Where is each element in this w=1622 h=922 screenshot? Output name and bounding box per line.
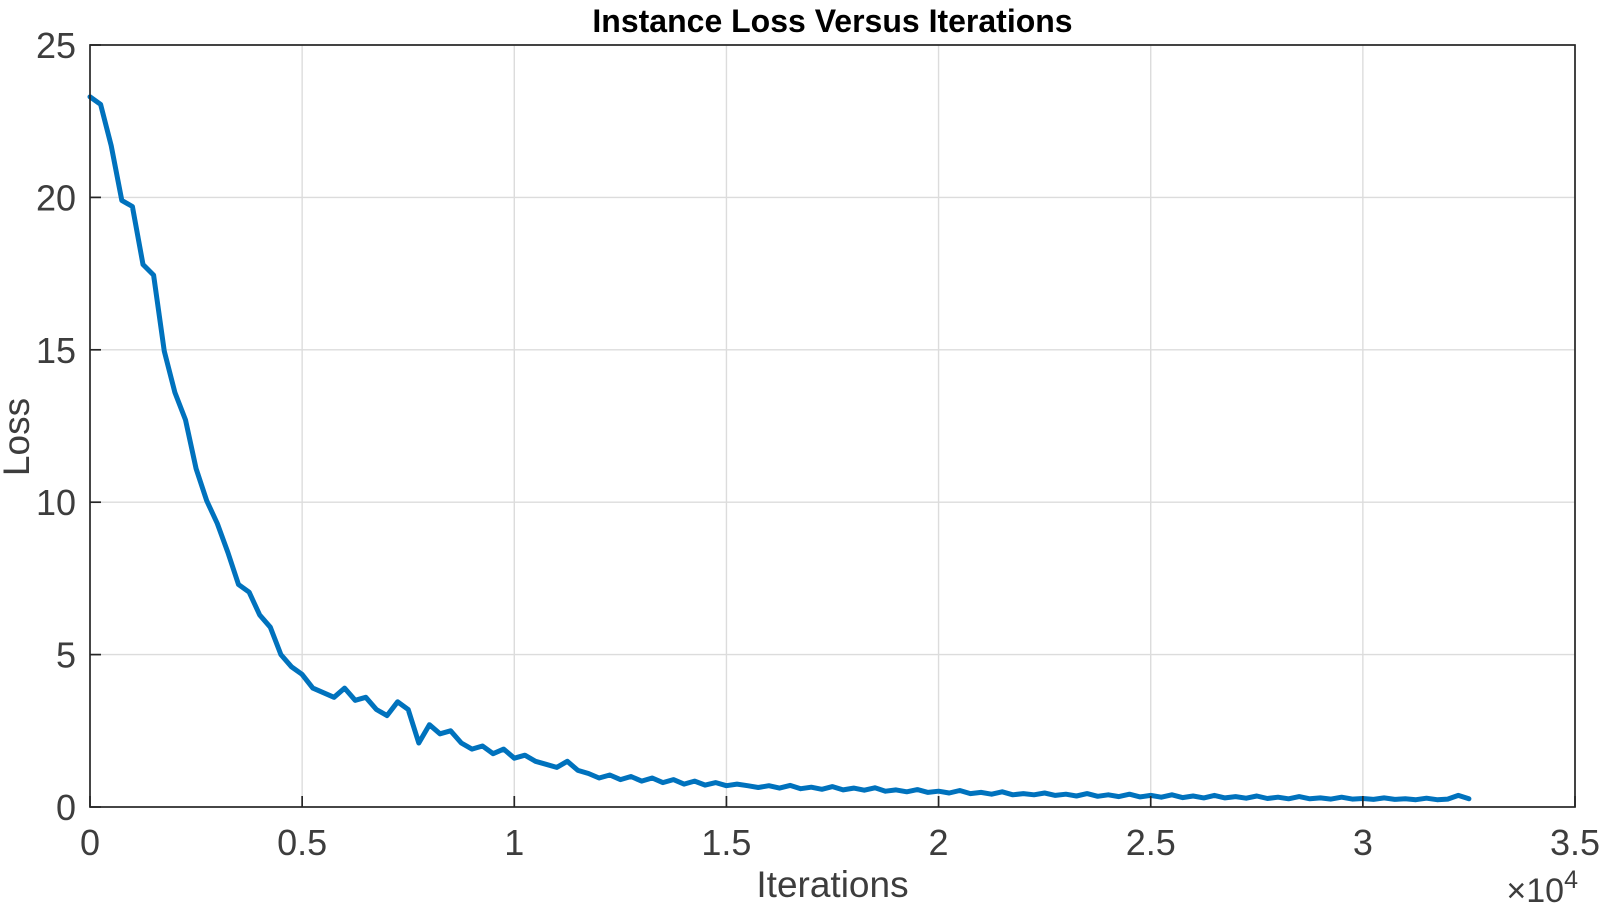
axes-box: [89, 44, 1576, 808]
multiplier-base: ×10: [1506, 872, 1565, 910]
y-axis-label: Loss: [0, 397, 37, 477]
y-tick-label: 5: [56, 635, 76, 676]
y-tick-label: 0: [56, 787, 76, 828]
x-tick-label: 3: [1353, 822, 1373, 863]
x-tick-label: 2: [929, 822, 949, 863]
multiplier-exponent: 4: [1564, 866, 1578, 894]
y-tick-label: 25: [36, 25, 76, 66]
y-tick-label: 10: [36, 482, 76, 523]
y-tick-label: 20: [36, 177, 76, 218]
x-axis-label: Iterations: [756, 864, 909, 905]
x-tick-label: 2.5: [1126, 822, 1176, 863]
x-axis-multiplier: ×104: [1378, 866, 1578, 911]
x-tick-label: 0.5: [277, 822, 327, 863]
x-tick-label: 3.5: [1550, 822, 1600, 863]
x-tick-label: 1.5: [701, 822, 751, 863]
y-tick-label: 15: [36, 330, 76, 371]
x-tick-label: 0: [80, 822, 100, 863]
x-tick-label: 1: [504, 822, 524, 863]
loss-curve: [87, 94, 1472, 803]
chart-title: Instance Loss Versus Iterations: [592, 3, 1073, 39]
